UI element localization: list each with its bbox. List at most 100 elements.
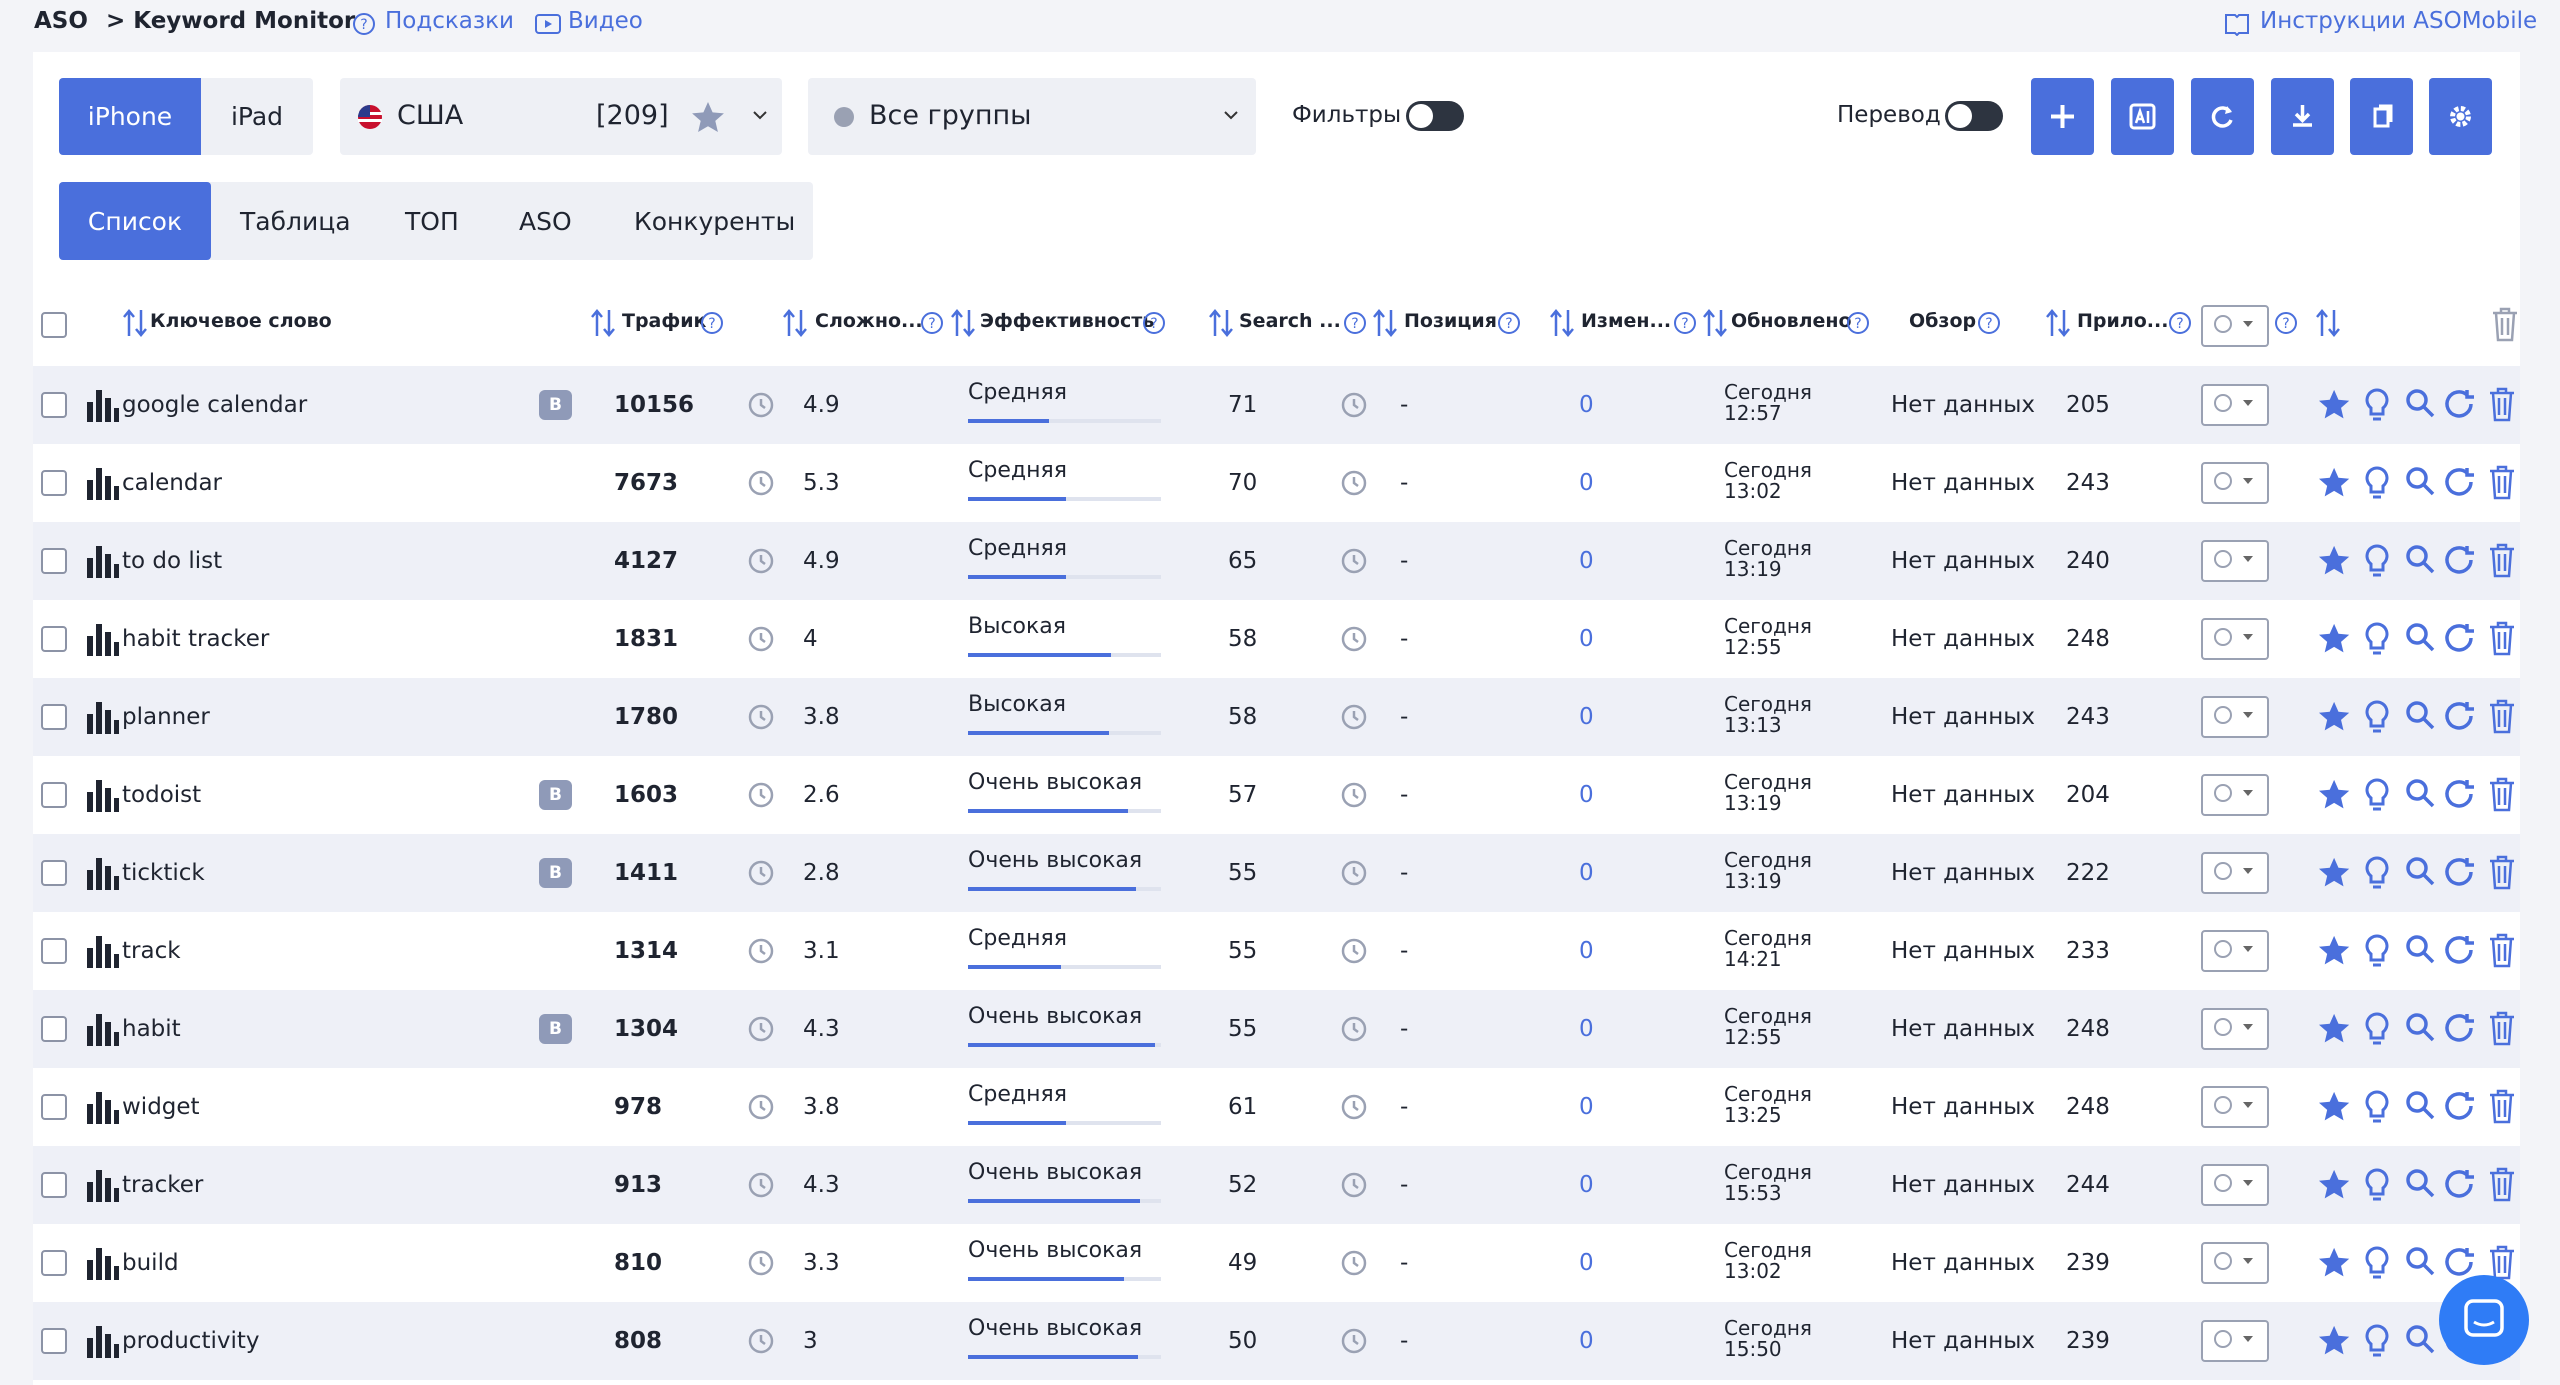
history-icon[interactable] xyxy=(1340,1249,1368,1281)
refresh-button[interactable] xyxy=(2191,78,2254,155)
row-actions[interactable] xyxy=(2317,462,2522,508)
history-icon[interactable] xyxy=(747,469,775,501)
sort-icon[interactable] xyxy=(1549,308,1575,342)
history-icon[interactable] xyxy=(1340,1015,1368,1047)
star-icon[interactable] xyxy=(690,100,726,134)
row-select[interactable] xyxy=(2201,1242,2269,1284)
history-icon[interactable] xyxy=(747,1171,775,1203)
row-checkbox[interactable] xyxy=(41,626,67,652)
chart-icon[interactable] xyxy=(86,700,120,738)
row-actions[interactable] xyxy=(2317,540,2522,586)
row-select[interactable] xyxy=(2201,774,2269,816)
row-checkbox[interactable] xyxy=(41,1094,67,1120)
row-checkbox[interactable] xyxy=(41,1016,67,1042)
chart-icon[interactable] xyxy=(86,388,120,426)
history-icon[interactable] xyxy=(1340,625,1368,657)
row-select[interactable] xyxy=(2201,1164,2269,1206)
chart-icon[interactable] xyxy=(86,934,120,972)
country-select[interactable]: США [209] xyxy=(340,78,782,155)
sort-icon[interactable] xyxy=(2045,308,2071,342)
video-link[interactable]: Видео xyxy=(568,8,643,34)
add-button[interactable] xyxy=(2031,78,2094,155)
row-checkbox[interactable] xyxy=(41,1172,67,1198)
sort-icon[interactable] xyxy=(782,308,808,342)
row-select[interactable] xyxy=(2201,930,2269,972)
row-select[interactable] xyxy=(2201,1086,2269,1128)
row-checkbox[interactable] xyxy=(41,392,67,418)
history-icon[interactable] xyxy=(1340,1171,1368,1203)
chart-icon[interactable] xyxy=(86,544,120,582)
row-actions[interactable] xyxy=(2317,774,2522,820)
row-select[interactable] xyxy=(2201,1320,2269,1362)
sort-icon[interactable] xyxy=(950,308,976,342)
tab-list[interactable]: Список xyxy=(59,182,211,260)
tab-competitors[interactable]: Конкуренты xyxy=(634,206,796,236)
history-icon[interactable] xyxy=(1340,1327,1368,1359)
chart-icon[interactable] xyxy=(86,466,120,504)
translate-toggle[interactable] xyxy=(1945,101,2003,131)
chat-button[interactable] xyxy=(2439,1275,2529,1365)
history-icon[interactable] xyxy=(747,547,775,579)
sort-icon[interactable] xyxy=(122,308,148,342)
chart-icon[interactable] xyxy=(86,1090,120,1128)
chart-icon[interactable] xyxy=(86,1168,120,1206)
row-select[interactable] xyxy=(2201,852,2269,894)
history-icon[interactable] xyxy=(1340,859,1368,891)
row-checkbox[interactable] xyxy=(41,782,67,808)
row-select[interactable] xyxy=(2201,384,2269,426)
row-checkbox[interactable] xyxy=(41,1328,67,1354)
history-icon[interactable] xyxy=(1340,469,1368,501)
row-checkbox[interactable] xyxy=(41,704,67,730)
instructions-link[interactable]: Инструкции ASOMobile xyxy=(2260,8,2538,34)
row-actions[interactable] xyxy=(2317,852,2522,898)
row-actions[interactable] xyxy=(2317,1008,2522,1054)
row-select[interactable] xyxy=(2201,618,2269,660)
settings-button[interactable] xyxy=(2429,78,2492,155)
download-button[interactable] xyxy=(2271,78,2334,155)
history-icon[interactable] xyxy=(747,1015,775,1047)
history-icon[interactable] xyxy=(1340,937,1368,969)
row-checkbox[interactable] xyxy=(41,860,67,886)
history-icon[interactable] xyxy=(747,781,775,813)
row-actions[interactable] xyxy=(2317,618,2522,664)
group-select[interactable]: Все группы xyxy=(808,78,1256,155)
tab-top[interactable]: ТОП xyxy=(405,206,459,236)
device-ipad[interactable]: iPad xyxy=(201,78,313,155)
hints-link[interactable]: Подсказки xyxy=(385,8,514,34)
sort-icon[interactable] xyxy=(2315,308,2341,342)
row-checkbox[interactable] xyxy=(41,938,67,964)
sort-icon[interactable] xyxy=(1702,308,1728,342)
device-iphone[interactable]: iPhone xyxy=(59,78,201,155)
breadcrumb-root[interactable]: ASO xyxy=(34,8,88,34)
tab-aso[interactable]: ASO xyxy=(519,206,572,236)
ai-button[interactable] xyxy=(2111,78,2174,155)
chart-icon[interactable] xyxy=(86,1012,120,1050)
tab-table[interactable]: Таблица xyxy=(240,206,351,236)
row-actions[interactable] xyxy=(2317,1086,2522,1132)
history-icon[interactable] xyxy=(747,859,775,891)
history-icon[interactable] xyxy=(747,937,775,969)
history-icon[interactable] xyxy=(1340,391,1368,423)
row-actions[interactable] xyxy=(2317,930,2522,976)
row-select[interactable] xyxy=(2201,696,2269,738)
select-all-checkbox[interactable] xyxy=(41,312,67,338)
chart-icon[interactable] xyxy=(86,1246,120,1284)
row-select[interactable] xyxy=(2201,1008,2269,1050)
history-icon[interactable] xyxy=(1340,547,1368,579)
chart-icon[interactable] xyxy=(86,778,120,816)
chart-icon[interactable] xyxy=(86,856,120,894)
row-checkbox[interactable] xyxy=(41,1250,67,1276)
row-checkbox[interactable] xyxy=(41,548,67,574)
chart-icon[interactable] xyxy=(86,622,120,660)
row-select[interactable] xyxy=(2201,540,2269,582)
sort-icon[interactable] xyxy=(1372,308,1398,342)
history-icon[interactable] xyxy=(747,703,775,735)
history-icon[interactable] xyxy=(747,1249,775,1281)
chart-icon[interactable] xyxy=(86,1324,120,1362)
history-icon[interactable] xyxy=(747,1327,775,1359)
history-icon[interactable] xyxy=(747,625,775,657)
history-icon[interactable] xyxy=(747,391,775,423)
history-icon[interactable] xyxy=(747,1093,775,1125)
history-icon[interactable] xyxy=(1340,703,1368,735)
history-icon[interactable] xyxy=(1340,1093,1368,1125)
